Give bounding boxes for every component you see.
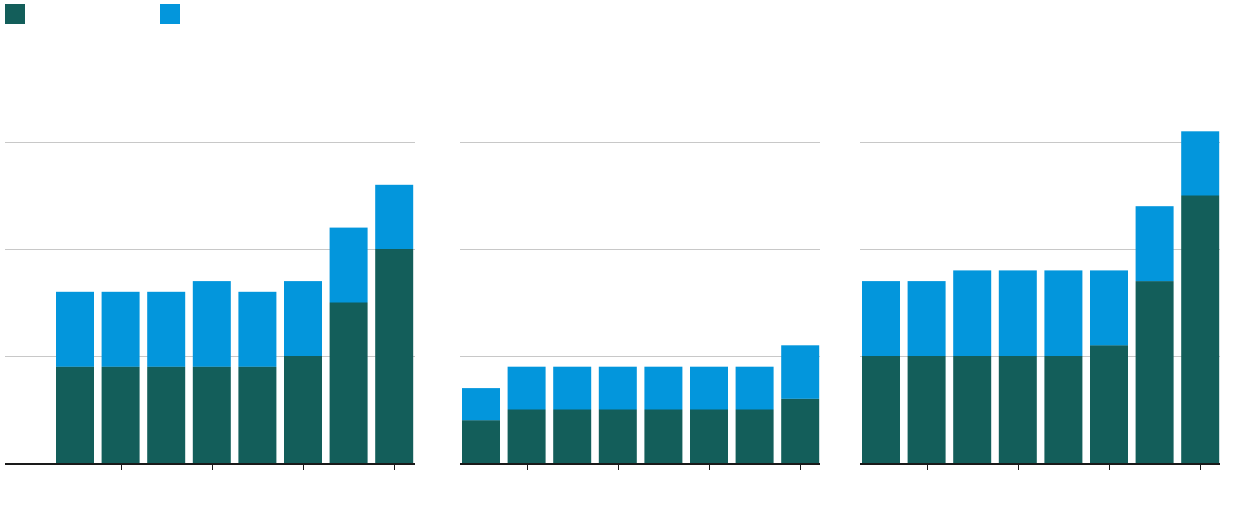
chart-panel-1	[5, 142, 415, 470]
bar-2-6-top	[690, 366, 728, 410]
bar-3-7-top	[1135, 206, 1174, 282]
bar-3-1-base	[862, 356, 900, 463]
chart-panel-2	[460, 142, 820, 470]
bar-1-8-top	[375, 184, 414, 249]
bar-2-2-base	[507, 409, 546, 463]
bar-1-7-top	[329, 227, 368, 303]
bar-1-2-base	[101, 366, 140, 463]
bar-1-1-top	[56, 291, 94, 367]
bar-2-4-top	[598, 366, 637, 410]
bar-2-4-base	[598, 409, 637, 463]
bar-1-6-top	[284, 281, 322, 356]
bar-1-5-top	[238, 291, 277, 367]
bar-3-6-top	[1090, 270, 1128, 346]
bar-2-5-top	[644, 366, 683, 410]
bar-2-1-top	[462, 388, 500, 421]
bar-2-7-base	[735, 409, 774, 463]
bar-3-2-top	[907, 281, 946, 356]
bar-2-5-base	[644, 409, 683, 463]
bar-3-5-base	[1044, 356, 1083, 463]
bar-1-3-base	[147, 366, 186, 463]
bar-2-3-top	[553, 366, 592, 410]
legend-swatch-top	[160, 4, 180, 24]
bar-3-4-top	[998, 270, 1037, 356]
bar-3-3-top	[953, 270, 992, 356]
bar-1-3-top	[147, 291, 186, 367]
bar-1-4-base	[192, 366, 231, 463]
bar-2-6-base	[690, 409, 728, 463]
bar-1-8-base	[375, 249, 414, 463]
bar-2-2-top	[507, 366, 546, 410]
bar-1-1-base	[56, 366, 94, 463]
bar-3-6-base	[1090, 345, 1128, 463]
bar-3-5-top	[1044, 270, 1083, 356]
bar-1-5-base	[238, 366, 277, 463]
bar-2-7-top	[735, 366, 774, 410]
bar-2-8-top	[781, 345, 820, 399]
bar-3-1-top	[862, 281, 900, 356]
bar-2-8-base	[781, 398, 820, 463]
bar-1-6-base	[284, 356, 322, 463]
bar-2-1-base	[462, 420, 500, 463]
bar-3-8-base	[1181, 195, 1220, 463]
bar-3-4-base	[998, 356, 1037, 463]
bar-2-3-base	[553, 409, 592, 463]
bar-3-7-base	[1135, 281, 1174, 463]
legend-swatch-base	[5, 4, 25, 24]
bar-3-8-top	[1181, 131, 1220, 196]
bar-1-4-top	[192, 281, 231, 367]
bar-3-3-base	[953, 356, 992, 463]
bar-3-2-base	[907, 356, 946, 463]
bar-1-7-base	[329, 302, 368, 463]
chart-panel-3	[860, 131, 1220, 470]
bar-1-2-top	[101, 291, 140, 367]
